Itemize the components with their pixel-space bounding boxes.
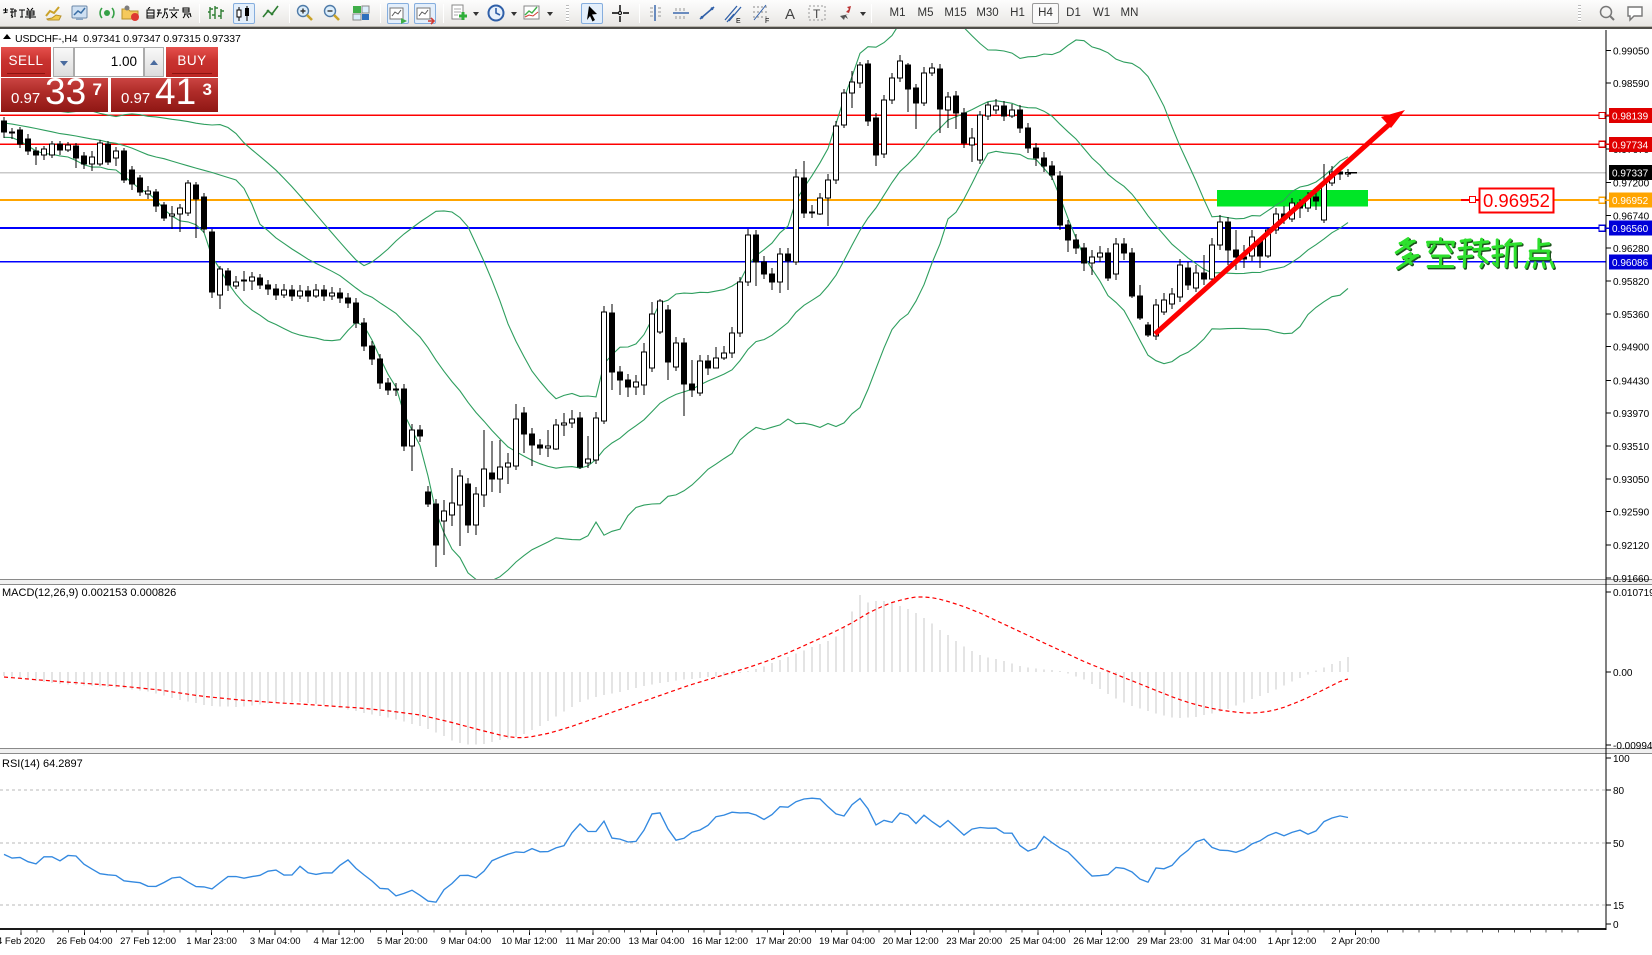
svg-text:A: A [785, 6, 795, 23]
svg-text:31 Mar 04:00: 31 Mar 04:00 [1201, 936, 1257, 947]
svg-text:17 Mar 20:00: 17 Mar 20:00 [756, 936, 812, 947]
svg-text:0.96740: 0.96740 [1613, 211, 1650, 222]
svg-text:26 Feb 04:00: 26 Feb 04:00 [57, 936, 113, 947]
svg-text:0.95360: 0.95360 [1613, 310, 1650, 321]
svg-text:RSI(14) 64.2897: RSI(14) 64.2897 [2, 758, 83, 770]
svg-text:0.92590: 0.92590 [1613, 508, 1650, 519]
svg-text:0.96280: 0.96280 [1613, 244, 1650, 255]
svg-text:20 Mar 12:00: 20 Mar 12:00 [883, 936, 939, 947]
svg-text:100: 100 [1613, 754, 1630, 765]
svg-text:26 Mar 12:00: 26 Mar 12:00 [1073, 936, 1129, 947]
svg-text:3 Mar 04:00: 3 Mar 04:00 [250, 936, 301, 947]
svg-text:0.93050: 0.93050 [1613, 475, 1650, 486]
svg-text:USDCHF-,H4 0.97341 0.97347 0.: USDCHF-,H4 0.97341 0.97347 0.97315 0.973… [15, 33, 241, 45]
svg-text:5 Mar 20:00: 5 Mar 20:00 [377, 936, 428, 947]
svg-text:-0.009944: -0.009944 [1613, 741, 1652, 752]
svg-text:T: T [813, 7, 821, 21]
svg-text:0.93970: 0.93970 [1613, 409, 1650, 420]
svg-text:0.96560: 0.96560 [1612, 224, 1649, 235]
svg-text:4 Feb 2020: 4 Feb 2020 [0, 936, 45, 947]
svg-text:0.96086: 0.96086 [1612, 258, 1649, 269]
svg-text:0.98590: 0.98590 [1613, 79, 1650, 90]
svg-text:10 Mar 12:00: 10 Mar 12:00 [501, 936, 557, 947]
svg-text:0.97734: 0.97734 [1612, 140, 1649, 151]
svg-text:11 Mar 20:00: 11 Mar 20:00 [565, 936, 620, 947]
svg-text:0.95820: 0.95820 [1613, 277, 1650, 288]
svg-text:16 Mar 12:00: 16 Mar 12:00 [692, 936, 748, 947]
svg-text:4 Mar 12:00: 4 Mar 12:00 [313, 936, 364, 947]
svg-text:0.99050: 0.99050 [1613, 46, 1650, 57]
svg-text:1 Apr 12:00: 1 Apr 12:00 [1268, 936, 1317, 947]
svg-text:13 Mar 04:00: 13 Mar 04:00 [629, 936, 685, 947]
svg-text:23 Mar 20:00: 23 Mar 20:00 [946, 936, 1002, 947]
svg-text:2 Apr 20:00: 2 Apr 20:00 [1331, 936, 1380, 947]
svg-text:15: 15 [1613, 901, 1625, 912]
svg-text:MACD(12,26,9) 0.002153 0.00082: MACD(12,26,9) 0.002153 0.000826 [2, 587, 176, 599]
svg-text:9 Mar 04:00: 9 Mar 04:00 [440, 936, 491, 947]
svg-text:0.97200: 0.97200 [1613, 179, 1650, 190]
svg-text:0.93510: 0.93510 [1613, 442, 1650, 453]
svg-text:0.91660: 0.91660 [1613, 574, 1650, 585]
svg-text:0.96952: 0.96952 [1612, 196, 1649, 207]
svg-text:29 Mar 23:00: 29 Mar 23:00 [1137, 936, 1193, 947]
svg-text:19 Mar 04:00: 19 Mar 04:00 [819, 936, 875, 947]
svg-text:F: F [765, 18, 769, 24]
svg-text:E: E [736, 18, 741, 24]
svg-text:0: 0 [1613, 920, 1619, 931]
svg-text:0.94430: 0.94430 [1613, 376, 1650, 387]
svg-text:0.96952: 0.96952 [1483, 190, 1550, 211]
svg-text:0.010719: 0.010719 [1613, 588, 1652, 599]
svg-text:0.97337: 0.97337 [1612, 169, 1649, 180]
svg-text:0.92120: 0.92120 [1613, 541, 1650, 552]
svg-text:80: 80 [1613, 786, 1625, 797]
svg-text:25 Mar 04:00: 25 Mar 04:00 [1010, 936, 1066, 947]
svg-text:0.94900: 0.94900 [1613, 343, 1650, 354]
svg-text:50: 50 [1613, 839, 1625, 850]
svg-text:0.00: 0.00 [1613, 668, 1633, 679]
svg-text:1 Mar 23:00: 1 Mar 23:00 [186, 936, 237, 947]
svg-text:0.98139: 0.98139 [1612, 111, 1649, 122]
svg-text:27 Feb 12:00: 27 Feb 12:00 [120, 936, 176, 947]
